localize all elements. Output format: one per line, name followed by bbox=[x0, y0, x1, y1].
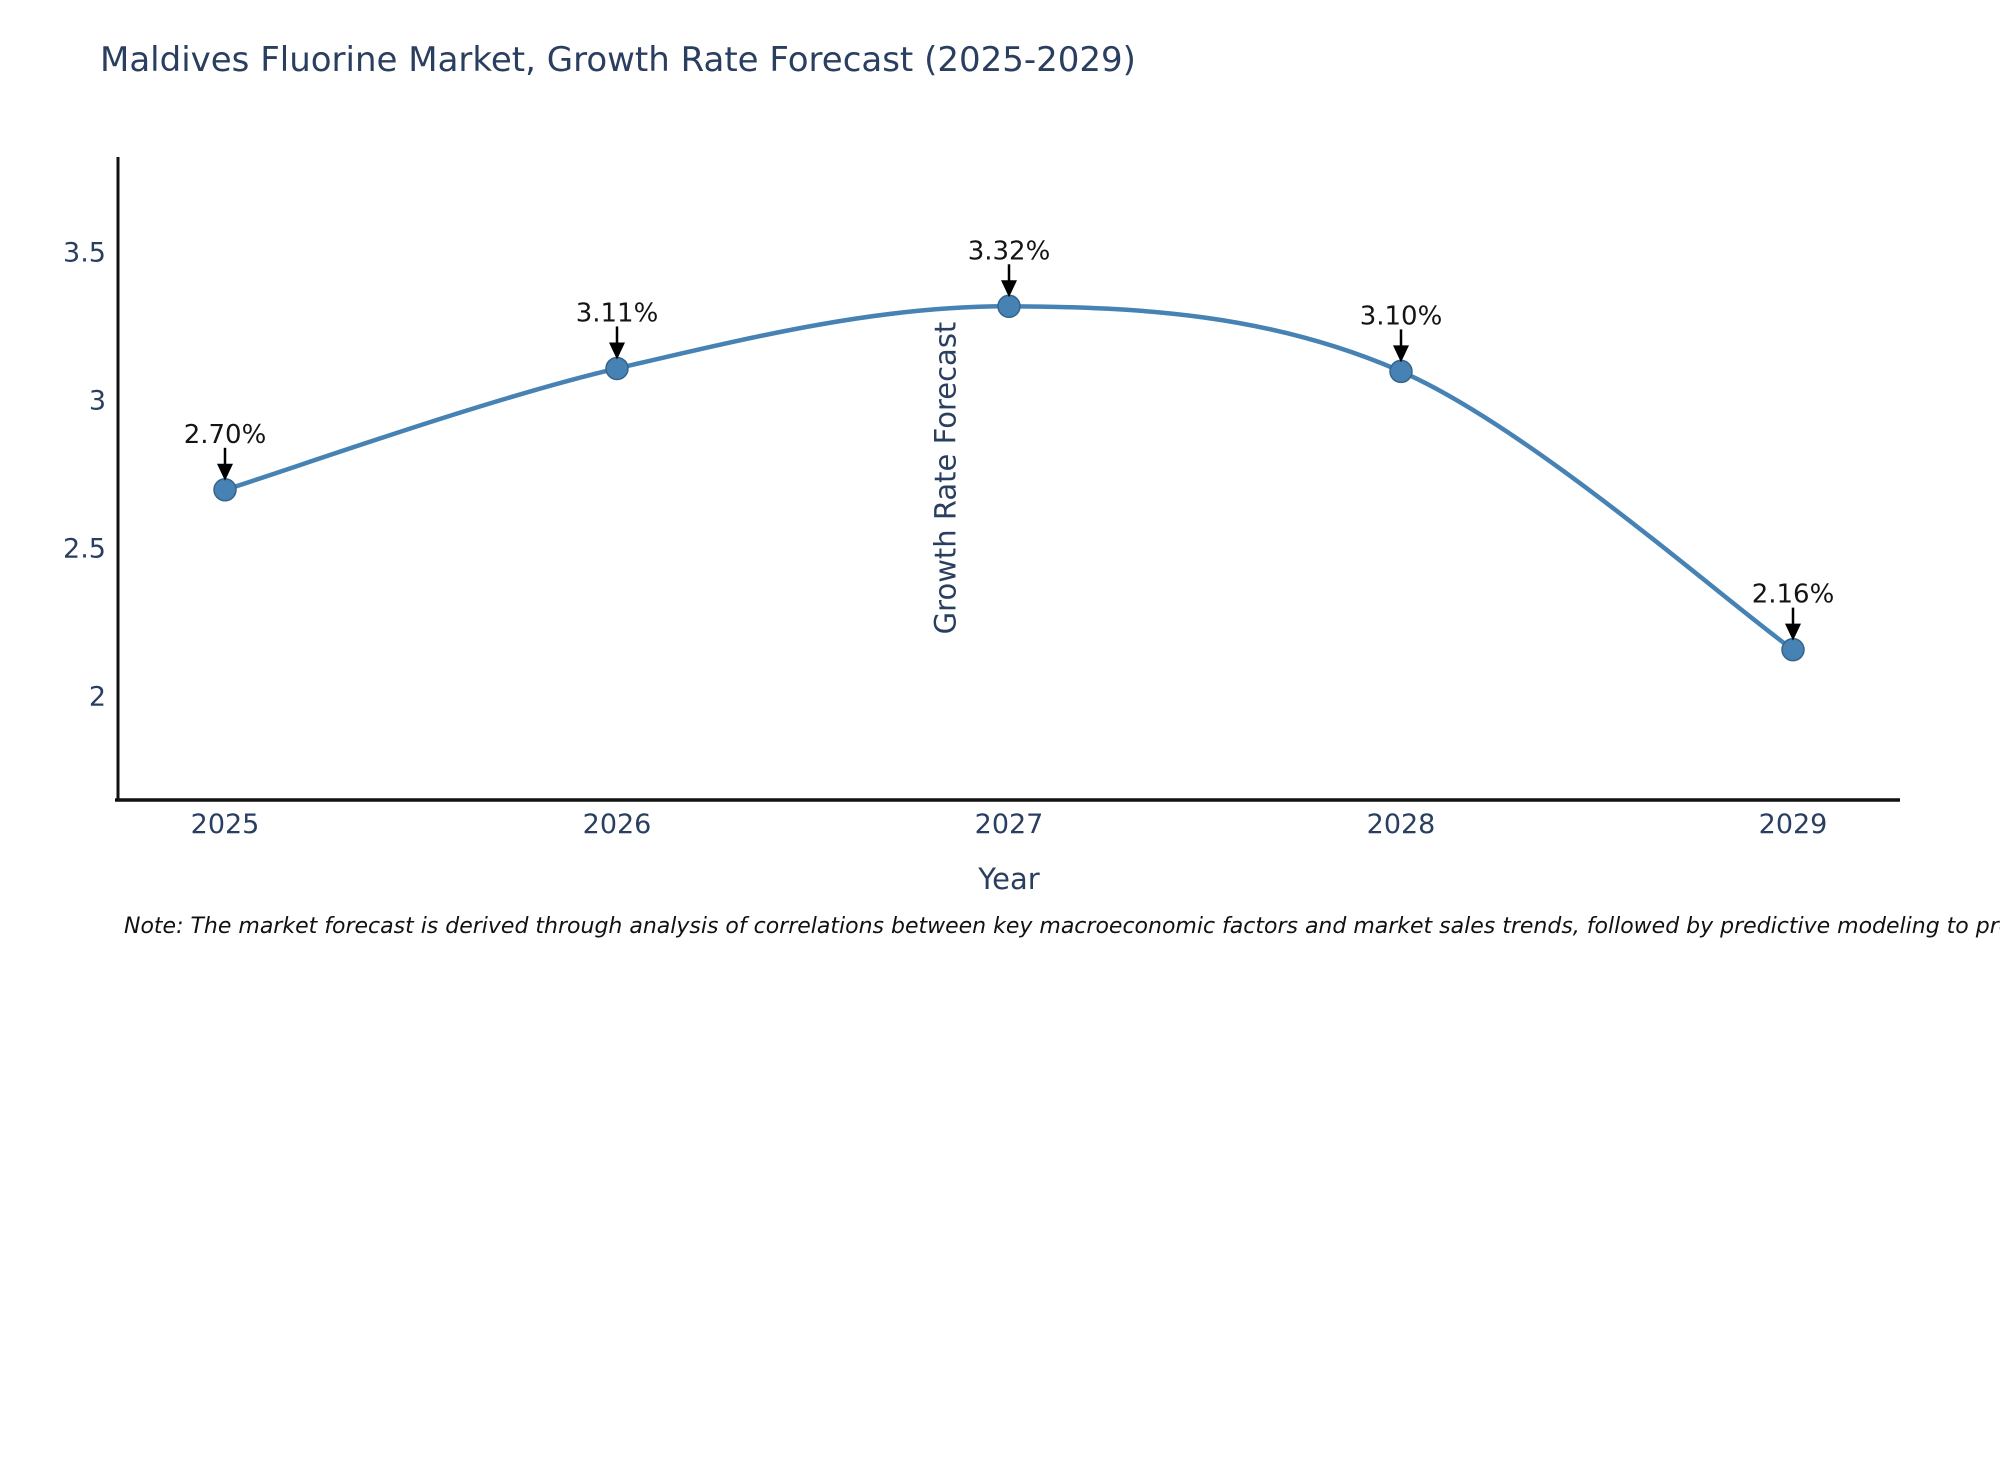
data-point bbox=[1781, 637, 1805, 662]
annotation-arrow-head bbox=[1393, 345, 1409, 363]
chart-plot: 3.5 3 2.5 2 2025 2026 2027 2028 2029 2.70% 3.11% 3.… bbox=[63, 157, 1900, 840]
x-tick-label: 2026 bbox=[583, 809, 652, 840]
y-tick-label: 2.5 bbox=[63, 534, 106, 565]
data-point-label: 2.16% bbox=[1752, 580, 1835, 610]
x-tick-label: 2029 bbox=[1759, 809, 1828, 840]
x-tick-label: 2025 bbox=[191, 809, 260, 840]
data-point-label: 2.70% bbox=[184, 420, 267, 450]
y-tick-label: 3.5 bbox=[63, 238, 106, 269]
annotation-arrow-head bbox=[1785, 623, 1801, 641]
annotation-arrow-head bbox=[1001, 280, 1017, 298]
data-point bbox=[1389, 359, 1413, 384]
x-tick-label: 2028 bbox=[1367, 809, 1436, 840]
chart-title: Maldives Fluorine Market, Growth Rate Fo… bbox=[100, 40, 1136, 80]
annotation-arrow-head bbox=[217, 463, 233, 481]
annotation-arrow-head bbox=[609, 342, 625, 360]
data-point-label: 3.10% bbox=[1360, 301, 1443, 331]
y-tick-label: 2 bbox=[89, 682, 106, 713]
data-point-label: 3.32% bbox=[968, 236, 1051, 266]
data-point bbox=[997, 294, 1021, 319]
x-axis-title: Year bbox=[978, 862, 1040, 896]
x-tick-label: 2027 bbox=[975, 809, 1044, 840]
y-tick-label: 3 bbox=[89, 386, 106, 417]
chart-canvas: { "title": "Maldives Fluorine Market, Gr… bbox=[63, 40, 2000, 939]
footnote: Note: The market forecast is derived thr… bbox=[124, 914, 2000, 939]
data-point bbox=[213, 478, 237, 502]
trend-line bbox=[222, 304, 1796, 652]
data-point-label: 3.11% bbox=[576, 298, 659, 328]
data-point bbox=[605, 356, 629, 381]
